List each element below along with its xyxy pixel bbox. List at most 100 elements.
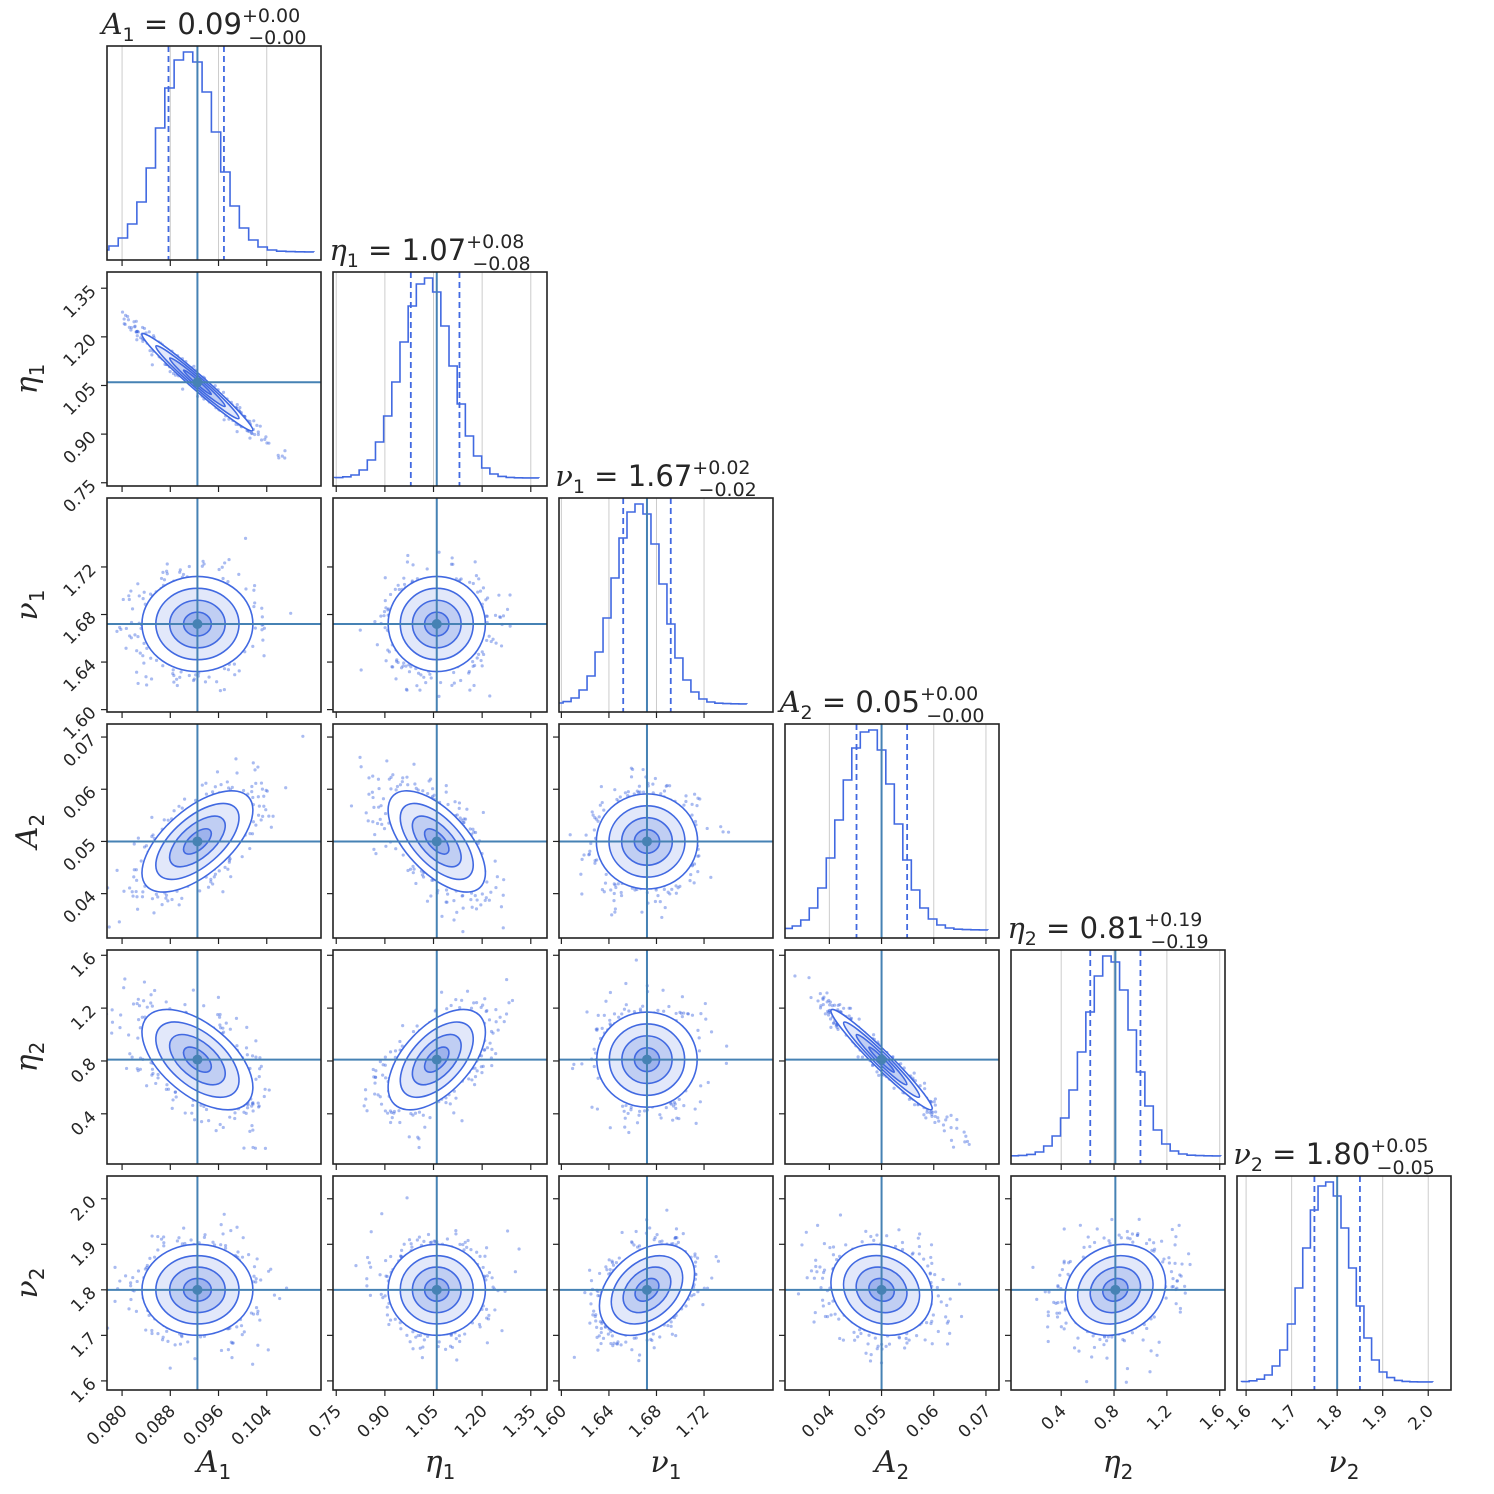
sample-point (662, 789, 667, 793)
sample-point (430, 878, 434, 882)
sample-point (394, 847, 398, 851)
sample-point (135, 329, 140, 333)
sample-point (150, 1073, 154, 1077)
sample-point (256, 432, 260, 437)
truth-marker (431, 619, 442, 630)
hist-panel-0: A1 = 0.09+0.00 −0.00 (99, 5, 322, 266)
sample-point (254, 823, 258, 827)
sample-point (136, 997, 140, 1001)
sample-point (395, 658, 399, 662)
sample-point (245, 1025, 249, 1029)
sample-point (171, 371, 176, 376)
sample-point (251, 795, 255, 800)
sample-point (265, 441, 269, 445)
sample-point (484, 598, 488, 602)
sample-point (430, 787, 435, 791)
sample-point (217, 869, 221, 873)
sample-point (366, 819, 370, 823)
sample-point (178, 570, 182, 574)
sample-point (692, 792, 697, 796)
sample-point (479, 658, 483, 663)
sample-point (619, 890, 623, 895)
sample-point (473, 894, 477, 898)
sample-point (150, 1004, 154, 1008)
sample-point (258, 424, 262, 428)
sample-point (192, 677, 196, 681)
sample-point (612, 882, 616, 886)
sample-point (133, 325, 137, 329)
sample-point (255, 423, 259, 427)
sample-point (149, 993, 153, 997)
sample-point (623, 791, 628, 795)
sample-point (133, 633, 137, 637)
sample-point (697, 854, 701, 858)
sample-point (258, 1056, 262, 1060)
sample-point (580, 857, 584, 861)
sample-point (488, 694, 492, 698)
sample-point (267, 1088, 271, 1092)
sample-point (137, 594, 141, 598)
sample-point (138, 651, 142, 655)
sample-point (199, 1120, 204, 1124)
sample-point (692, 881, 696, 885)
sample-point (427, 779, 431, 783)
sample-point (449, 562, 454, 566)
sample-point (472, 683, 476, 688)
panel-frame (332, 497, 548, 713)
sample-point (254, 1077, 258, 1081)
sample-point (402, 576, 406, 580)
sample-point (132, 875, 136, 879)
sample-point (253, 601, 257, 605)
sample-point (150, 353, 154, 357)
sample-point (425, 567, 429, 571)
sample-point (452, 898, 456, 903)
sample-point (638, 790, 642, 794)
sample-point (610, 913, 614, 917)
sample-point (142, 845, 147, 849)
sample-point (261, 638, 265, 642)
sample-point (498, 615, 502, 619)
sample-point (209, 880, 213, 884)
sample-point (382, 614, 386, 618)
sample-point (400, 780, 404, 784)
sample-point (168, 369, 172, 374)
sample-point (461, 906, 465, 910)
sample-point (499, 905, 504, 909)
sample-point (192, 364, 196, 368)
sample-point (358, 628, 362, 632)
sample-point (374, 852, 378, 856)
sample-point (145, 1084, 149, 1088)
sample-point (635, 789, 639, 793)
sample-point (467, 669, 471, 674)
sample-point (183, 1111, 187, 1115)
panel-frame (558, 723, 774, 939)
sample-point (262, 626, 266, 630)
sample-point (256, 795, 260, 799)
sample-point (430, 795, 435, 799)
sample-point (584, 833, 588, 837)
sample-point (364, 811, 368, 815)
sample-point (501, 926, 505, 930)
sample-point (115, 629, 119, 633)
sample-point (462, 820, 466, 825)
sample-point (267, 814, 271, 818)
sample-point (375, 643, 379, 647)
sample-point (227, 858, 231, 862)
sample-point (129, 589, 133, 593)
sample-point (463, 817, 468, 821)
sample-point (633, 888, 637, 892)
sample-point (502, 878, 506, 882)
sample-point (508, 624, 512, 628)
sample-point (251, 1101, 255, 1105)
y-tick-label: 0.04 (60, 887, 101, 928)
sample-point (166, 818, 170, 822)
sample-point (387, 777, 391, 781)
panel-2-1 (327, 497, 548, 718)
sample-point (216, 995, 221, 999)
sample-point (251, 644, 255, 648)
sample-point (262, 804, 266, 808)
sample-point (493, 859, 497, 863)
sample-point (212, 875, 216, 879)
sample-point (618, 795, 622, 799)
